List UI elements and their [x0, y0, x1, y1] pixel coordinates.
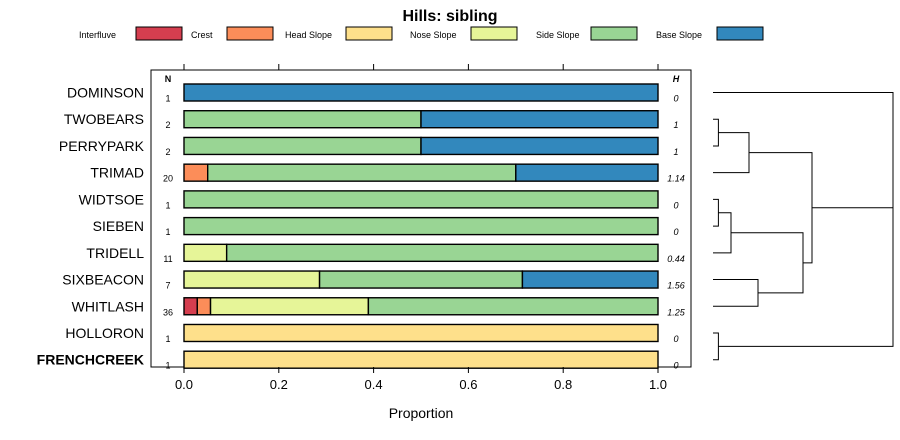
dendrogram-branch [713, 212, 732, 254]
n-value: 2 [165, 147, 170, 157]
bar-segment [420, 110, 659, 129]
n-value: 1 [165, 200, 170, 210]
bar-segment [183, 297, 198, 316]
bar-segment [183, 136, 422, 156]
legend-label: Nose Slope [410, 30, 457, 40]
bar-segment [515, 163, 659, 182]
h-value: 0 [673, 334, 678, 344]
x-axis-label: Proportion [389, 405, 454, 421]
n-value: 1 [165, 94, 170, 104]
bar-segment [183, 83, 659, 102]
n-value: 1 [165, 334, 170, 344]
row-label: SIEBEN [93, 218, 144, 234]
bar-segment [183, 163, 209, 182]
x-tick-label: 0.2 [270, 377, 288, 392]
dendrogram-branch [713, 198, 719, 227]
row-label: PERRYPARK [59, 138, 145, 154]
legend-swatch [226, 26, 274, 41]
h-value: 1 [673, 147, 678, 157]
row-label: TWOBEARS [64, 111, 144, 127]
h-value: 0.44 [667, 254, 685, 264]
x-axis: 0.0 0.2 0.4 0.6 0.8 1.0 [175, 64, 667, 392]
bar-segment [420, 136, 659, 156]
row-label: DOMINSON [67, 85, 144, 101]
bar-segment [206, 163, 517, 182]
legend-swatch [590, 26, 638, 41]
legend-label: Interfluve [79, 30, 116, 40]
h-value: 0 [673, 361, 678, 371]
legend-swatch [470, 26, 518, 41]
bar-rows: DOMINSON 1 0 TWOBEARS 2 1 PERRYPARK 2 1 TRIMAD 20 1… [37, 83, 686, 371]
legend-swatch [716, 26, 764, 41]
bar-segment [318, 270, 524, 289]
dendrogram-branch [713, 118, 719, 147]
dendrogram-branch [731, 232, 804, 294]
h-value: 1 [673, 120, 678, 130]
dendrogram-branch [713, 279, 759, 307]
bar-segment [183, 216, 659, 236]
legend-swatch [135, 26, 183, 41]
h-value: 0 [673, 200, 678, 210]
n-header: N [165, 74, 172, 84]
row-label: FRENCHCREEK [37, 352, 144, 368]
h-header: H [673, 74, 680, 84]
legend: Interfluve Crest Head Slope Nose Slope Side … [79, 26, 764, 41]
dendrogram-branch [713, 332, 719, 361]
n-value: 36 [163, 307, 173, 317]
x-tick-label: 0.0 [175, 377, 193, 392]
bar-segment [367, 297, 659, 316]
h-value: 1.25 [667, 307, 686, 317]
row-label: SIXBEACON [62, 272, 144, 288]
row-label: TRIMAD [90, 165, 144, 181]
n-value: 11 [163, 254, 172, 264]
chart-title: Hills: sibling [402, 8, 497, 25]
n-value: 1 [165, 227, 170, 237]
dendrogram-branch [713, 92, 894, 209]
legend-swatch [345, 26, 393, 41]
legend-label: Head Slope [285, 30, 332, 40]
bar-segment [196, 297, 212, 316]
x-tick-label: 0.6 [459, 377, 477, 392]
bar-segment [225, 243, 659, 263]
bar-segment [183, 243, 228, 263]
x-tick-label: 0.4 [365, 377, 383, 392]
bar-segment [183, 350, 659, 369]
x-tick-label: 0.8 [554, 377, 572, 392]
h-value: 1.14 [667, 174, 685, 184]
legend-label: Crest [191, 30, 213, 40]
row-label: WIDTSOE [79, 191, 144, 207]
h-value: 1.56 [667, 281, 685, 291]
bar-segment [521, 270, 659, 289]
legend-label: Base Slope [656, 30, 702, 40]
h-value: 0 [673, 227, 678, 237]
h-value: 0 [673, 94, 678, 104]
row-label: WHITLASH [72, 298, 144, 314]
bar-segment [183, 270, 321, 289]
n-value: 7 [165, 281, 170, 291]
row-label: HOLLORON [65, 325, 144, 341]
n-value: 1 [165, 361, 170, 371]
dendrogram [713, 92, 894, 361]
dendrogram-branch [718, 150, 894, 347]
n-value: 2 [165, 120, 170, 130]
legend-label: Side Slope [536, 30, 580, 40]
bar-segment [183, 190, 659, 209]
bar-segment [183, 323, 659, 343]
row-label: TRIDELL [86, 245, 144, 261]
x-tick-label: 1.0 [649, 377, 667, 392]
bar-segment [209, 297, 370, 316]
bar-segment [183, 110, 422, 129]
n-value: 20 [163, 174, 173, 184]
